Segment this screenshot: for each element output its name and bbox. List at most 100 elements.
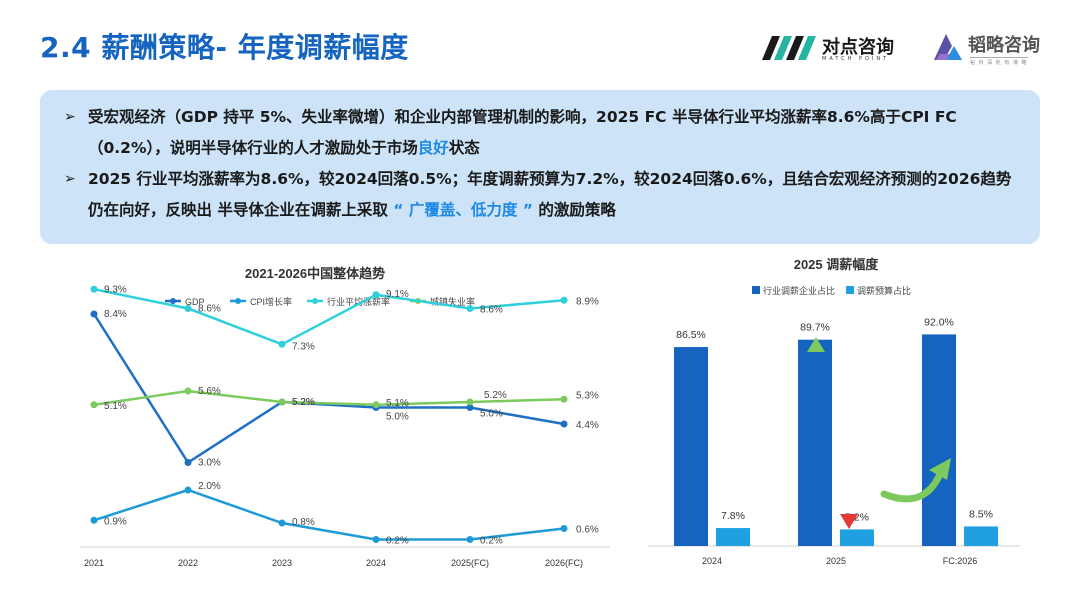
- series-1-point-1: [184, 486, 192, 494]
- series-line-1: [93, 488, 565, 541]
- series-3-label-5: 5.3%: [576, 390, 599, 401]
- trend-line-chart: 2021-2026中国整体趋势 GDP CPI增长率 行业平均涨薪率 城镇失业率 8.4%…: [80, 266, 610, 568]
- series-2-label-1: 8.6%: [198, 304, 221, 315]
- match-point-logo-name: 对点咨询: [822, 37, 894, 58]
- page-title: 2.4 薪酬策略- 年度调薪幅度: [40, 31, 409, 64]
- bullet-2-text: 2025 行业平均涨薪率为8.6%，较2024回落0.5%；年度调薪预算为7.2…: [88, 170, 1012, 219]
- series-line-0: [92, 313, 565, 465]
- bar-x-tick-0: 2024: [702, 556, 722, 566]
- x-tick-3: 2024: [366, 558, 386, 568]
- bullet-arrow-icon: ➢: [64, 171, 76, 187]
- series-0-label-0: 8.4%: [104, 309, 127, 320]
- series-3-label-4: 5.2%: [484, 390, 507, 401]
- trend-arrow-head-icon: [929, 458, 951, 480]
- bar-0-series-0: [674, 347, 708, 546]
- series-3-point-0: [90, 401, 98, 409]
- series-1-point-4: [466, 536, 474, 543]
- up-triangle-icon: [807, 337, 825, 352]
- series-2-label-2: 7.3%: [292, 341, 315, 352]
- bar-0-series-1: [716, 528, 750, 546]
- series-3-point-5: [560, 395, 568, 403]
- summary-callout: ➢ 受宏观经济（GDP 持平 5%、失业率微增）和企业内部管理机制的影响，202…: [40, 90, 1040, 244]
- bar-legend-label-0: 行业调薪企业占比: [763, 285, 835, 296]
- bullet-2-text-end: 的激励策略: [532, 201, 616, 219]
- series-2-point-3: [372, 291, 380, 299]
- series-3-point-1: [184, 387, 192, 395]
- series-0-label-4: 5.0%: [480, 409, 503, 420]
- series-1-point-0: [90, 516, 98, 524]
- series-2-point-4: [466, 305, 474, 312]
- legend-marker-2: [312, 298, 318, 304]
- series-1-label-2: 0.8%: [292, 517, 315, 528]
- bar-1-label-0: 89.7%: [800, 322, 830, 334]
- bar-legend-label-1: 调薪预算占比: [857, 285, 911, 296]
- series-1-label-0: 0.9%: [104, 516, 127, 527]
- series-3-label-3: 5.1%: [386, 398, 409, 409]
- series-3-label-1: 5.6%: [198, 386, 221, 397]
- series-3-point-4: [466, 398, 474, 406]
- legend-label-3: 城镇失业率: [430, 296, 475, 307]
- bar-1-series-1: [840, 529, 874, 546]
- series-2-label-3: 9.1%: [386, 289, 409, 300]
- bar-2-label-0: 92.0%: [924, 316, 954, 328]
- series-3-point-2: [278, 398, 286, 406]
- series-line-3: [93, 389, 565, 407]
- bar-legend-swatch-0: [752, 286, 760, 294]
- trend-arrow-icon: [880, 470, 944, 503]
- series-3-point-3: [372, 401, 380, 409]
- series-1-point-3: [372, 536, 380, 543]
- summary-bullet-1: ➢ 受宏观经济（GDP 持平 5%、失业率微增）和企业内部管理机制的影响，202…: [64, 102, 1020, 164]
- series-2-label-0: 9.3%: [104, 284, 127, 295]
- series-0-label-1: 3.0%: [198, 458, 221, 469]
- series-1-point-5: [560, 525, 568, 532]
- bar-2-series-1: [964, 526, 998, 546]
- taolue-logo: 韬略咨询 韬 钤 深 处 有 谋 略: [930, 30, 1055, 66]
- series-0-point-4: [466, 404, 474, 411]
- legend-label-1: CPI增长率: [250, 296, 292, 307]
- bar-x-tick-1: 2025: [826, 556, 846, 566]
- series-1-point-2: [278, 519, 286, 527]
- x-tick-5: 2026(FC): [545, 558, 583, 568]
- bar-x-tick-2: FC:2026: [943, 556, 978, 566]
- bar-2-series-0: [922, 334, 956, 546]
- taolue-logo-sub: 韬 钤 深 处 有 谋 略: [970, 57, 1028, 66]
- series-line-2: [93, 287, 565, 346]
- series-2-label-4: 8.6%: [480, 305, 503, 316]
- bullet-1-text: 受宏观经济（GDP 持平 5%、失业率微增）和企业内部管理机制的影响，2025 …: [88, 108, 957, 157]
- series-2-point-5: [560, 296, 568, 304]
- legend-label-2: 行业平均涨薪率: [327, 296, 390, 307]
- legend-label-0: GDP: [185, 297, 205, 307]
- bullet-1-text-end: 状态: [448, 139, 480, 157]
- bullet-1-highlight: 良好: [417, 139, 449, 157]
- bar-2-label-1: 8.5%: [969, 508, 993, 520]
- x-tick-1: 2022: [178, 558, 198, 568]
- series-2-point-2: [278, 340, 286, 348]
- series-0-label-3: 5.0%: [386, 412, 409, 423]
- series-1-label-1: 2.0%: [198, 481, 221, 492]
- match-point-logo-sub: MATCH POINT: [822, 56, 890, 62]
- bar-legend-swatch-1: [846, 286, 854, 294]
- series-0-point-1: [184, 459, 192, 466]
- series-3-label-2: 5.2%: [292, 397, 315, 408]
- series-2-point-0: [90, 285, 98, 293]
- legend-marker-0: [170, 298, 176, 304]
- series-0-point-5: [560, 420, 568, 428]
- match-point-logo-icon: [762, 36, 816, 60]
- series-2-label-5: 8.9%: [576, 296, 599, 307]
- series-3-label-0: 5.1%: [104, 401, 127, 412]
- summary-bullet-2: ➢ 2025 行业平均涨薪率为8.6%，较2024回落0.5%；年度调薪预算为7…: [64, 164, 1020, 226]
- down-triangle-icon: [840, 514, 858, 529]
- x-tick-2: 2023: [272, 558, 292, 568]
- legend-marker-1: [235, 298, 241, 304]
- series-1-label-3: 0.2%: [386, 536, 409, 547]
- taolue-logo-icon: [934, 34, 962, 60]
- x-tick-0: 2021: [84, 558, 104, 568]
- x-tick-4: 2025(FC): [451, 558, 489, 568]
- series-1-label-5: 0.6%: [576, 525, 599, 536]
- series-0-label-2: 5.2%: [292, 397, 315, 408]
- bar-chart-title: 2025 调薪幅度: [794, 257, 880, 272]
- match-point-logo: 对点咨询 MATCH POINT: [762, 32, 912, 66]
- bullet-arrow-icon: ➢: [64, 109, 76, 125]
- bar-1-series-0: [798, 339, 832, 546]
